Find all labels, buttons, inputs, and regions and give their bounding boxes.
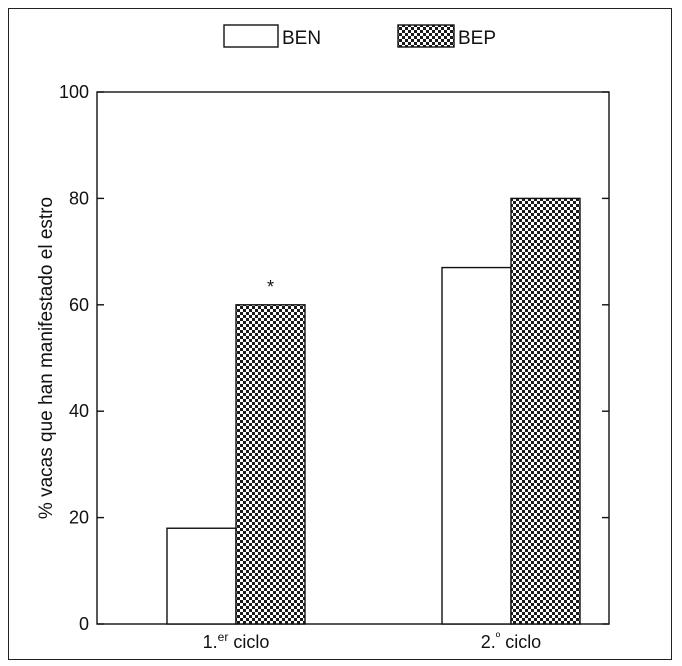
legend: BEN BEP	[223, 24, 496, 49]
x-tick-label-1: 1.er ciclo	[203, 630, 270, 652]
y-tick-label-20: 20	[69, 508, 89, 528]
bar-ben-2	[441, 266, 512, 625]
bars	[166, 197, 581, 625]
y-tick-label-60: 60	[69, 295, 89, 315]
bar-bep-2	[510, 197, 581, 625]
x-tick-label-2: 2.º ciclo	[481, 630, 541, 652]
annotations: *	[267, 277, 274, 297]
y-tick-label-80: 80	[69, 188, 89, 208]
legend-label-ben: BEN	[282, 28, 321, 49]
plot-area	[96, 91, 610, 625]
bar-bep-1	[235, 304, 306, 625]
x-axis-labels: 1.er ciclo 2.º ciclo	[203, 630, 542, 652]
chart-frame	[8, 8, 672, 660]
y-tick-label-100: 100	[59, 82, 89, 102]
y-axis-title: % vacas que han manifestado el estro	[36, 197, 57, 519]
bar-ben-1	[166, 527, 237, 625]
legend-swatch-ben	[223, 24, 279, 48]
significance-asterisk: *	[267, 277, 274, 297]
y-tick-label-0: 0	[79, 614, 89, 634]
y-tick-label-40: 40	[69, 401, 89, 421]
legend-swatch-bep	[397, 24, 455, 48]
y-axis-ticks: 0 20 40 60 80 100	[59, 82, 609, 634]
legend-label-bep: BEP	[458, 28, 496, 49]
